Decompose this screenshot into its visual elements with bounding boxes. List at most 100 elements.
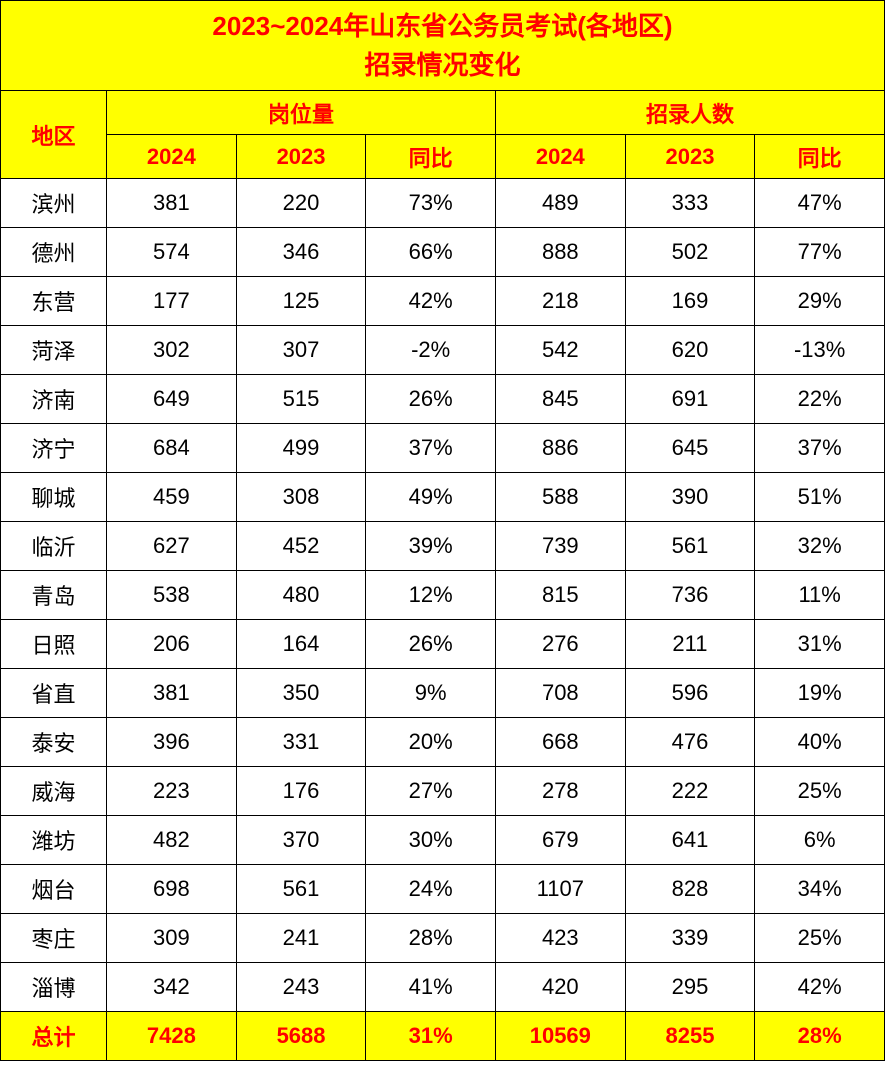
table-row: 滨州38122073%48933347% — [1, 179, 885, 228]
cell-pos2023: 164 — [236, 620, 366, 669]
total-label: 总计 — [1, 1012, 107, 1061]
total-pos-yoy: 31% — [366, 1012, 496, 1061]
table-row: 淄博34224341%42029542% — [1, 963, 885, 1012]
cell-region: 省直 — [1, 669, 107, 718]
cell-region: 济南 — [1, 375, 107, 424]
cell-pos2024: 627 — [107, 522, 237, 571]
cell-pos2024: 302 — [107, 326, 237, 375]
table-row: 青岛53848012%81573611% — [1, 571, 885, 620]
total-rec-yoy: 28% — [755, 1012, 885, 1061]
cell-region: 济宁 — [1, 424, 107, 473]
header-region: 地区 — [1, 91, 107, 179]
cell-pos2024: 698 — [107, 865, 237, 914]
cell-rec2023: 295 — [625, 963, 755, 1012]
cell-pos2023: 480 — [236, 571, 366, 620]
cell-region: 聊城 — [1, 473, 107, 522]
table-row: 东营17712542%21816929% — [1, 277, 885, 326]
table-row: 济宁68449937%88664537% — [1, 424, 885, 473]
total-rec-2023: 8255 — [625, 1012, 755, 1061]
total-pos-2024: 7428 — [107, 1012, 237, 1061]
cell-pos2023: 346 — [236, 228, 366, 277]
table-row: 菏泽302307-2%542620-13% — [1, 326, 885, 375]
cell-pos2023: 350 — [236, 669, 366, 718]
cell-rec2024: 815 — [496, 571, 626, 620]
cell-recYoy: 47% — [755, 179, 885, 228]
cell-posYoy: 12% — [366, 571, 496, 620]
header-pos-2023: 2023 — [236, 135, 366, 179]
cell-rec2024: 845 — [496, 375, 626, 424]
cell-recYoy: 42% — [755, 963, 885, 1012]
cell-posYoy: 39% — [366, 522, 496, 571]
header-pos-yoy: 同比 — [366, 135, 496, 179]
header-recruits: 招录人数 — [496, 91, 885, 135]
cell-rec2023: 828 — [625, 865, 755, 914]
header-positions: 岗位量 — [107, 91, 496, 135]
cell-rec2023: 476 — [625, 718, 755, 767]
cell-pos2023: 241 — [236, 914, 366, 963]
cell-region: 烟台 — [1, 865, 107, 914]
cell-rec2023: 339 — [625, 914, 755, 963]
cell-posYoy: 27% — [366, 767, 496, 816]
cell-recYoy: 37% — [755, 424, 885, 473]
cell-rec2024: 888 — [496, 228, 626, 277]
cell-rec2023: 222 — [625, 767, 755, 816]
cell-recYoy: -13% — [755, 326, 885, 375]
cell-posYoy: 28% — [366, 914, 496, 963]
cell-rec2024: 423 — [496, 914, 626, 963]
table-row: 潍坊48237030%6796416% — [1, 816, 885, 865]
table-row: 日照20616426%27621131% — [1, 620, 885, 669]
cell-rec2023: 691 — [625, 375, 755, 424]
cell-region: 菏泽 — [1, 326, 107, 375]
cell-rec2024: 420 — [496, 963, 626, 1012]
cell-pos2023: 452 — [236, 522, 366, 571]
cell-posYoy: -2% — [366, 326, 496, 375]
cell-recYoy: 29% — [755, 277, 885, 326]
table-row: 济南64951526%84569122% — [1, 375, 885, 424]
cell-recYoy: 25% — [755, 767, 885, 816]
cell-recYoy: 40% — [755, 718, 885, 767]
cell-posYoy: 30% — [366, 816, 496, 865]
cell-posYoy: 26% — [366, 620, 496, 669]
cell-recYoy: 34% — [755, 865, 885, 914]
cell-region: 东营 — [1, 277, 107, 326]
cell-rec2024: 1107 — [496, 865, 626, 914]
title-line1: 2023~2024年山东省公务员考试(各地区) — [212, 11, 672, 41]
total-rec-2024: 10569 — [496, 1012, 626, 1061]
table-body: 滨州38122073%48933347%德州57434666%88850277%… — [1, 179, 885, 1012]
cell-pos2023: 370 — [236, 816, 366, 865]
cell-region: 德州 — [1, 228, 107, 277]
table-row: 威海22317627%27822225% — [1, 767, 885, 816]
cell-region: 泰安 — [1, 718, 107, 767]
cell-pos2023: 561 — [236, 865, 366, 914]
cell-rec2023: 390 — [625, 473, 755, 522]
header-rec-2024: 2024 — [496, 135, 626, 179]
cell-posYoy: 49% — [366, 473, 496, 522]
total-row: 总计 7428 5688 31% 10569 8255 28% — [1, 1012, 885, 1061]
cell-rec2023: 645 — [625, 424, 755, 473]
cell-rec2024: 542 — [496, 326, 626, 375]
cell-rec2023: 561 — [625, 522, 755, 571]
cell-rec2023: 736 — [625, 571, 755, 620]
cell-recYoy: 11% — [755, 571, 885, 620]
cell-recYoy: 19% — [755, 669, 885, 718]
cell-pos2023: 331 — [236, 718, 366, 767]
cell-region: 枣庄 — [1, 914, 107, 963]
cell-rec2024: 886 — [496, 424, 626, 473]
cell-recYoy: 77% — [755, 228, 885, 277]
cell-rec2023: 169 — [625, 277, 755, 326]
cell-pos2024: 574 — [107, 228, 237, 277]
cell-pos2024: 223 — [107, 767, 237, 816]
cell-pos2024: 381 — [107, 669, 237, 718]
cell-rec2024: 489 — [496, 179, 626, 228]
header-group-row: 地区 岗位量 招录人数 — [1, 91, 885, 135]
cell-pos2024: 459 — [107, 473, 237, 522]
cell-pos2023: 125 — [236, 277, 366, 326]
cell-region: 日照 — [1, 620, 107, 669]
cell-rec2024: 679 — [496, 816, 626, 865]
cell-recYoy: 51% — [755, 473, 885, 522]
cell-pos2023: 220 — [236, 179, 366, 228]
cell-posYoy: 9% — [366, 669, 496, 718]
cell-region: 淄博 — [1, 963, 107, 1012]
recruitment-table: 2023~2024年山东省公务员考试(各地区) 招录情况变化 地区 岗位量 招录… — [0, 0, 885, 1061]
cell-pos2024: 342 — [107, 963, 237, 1012]
